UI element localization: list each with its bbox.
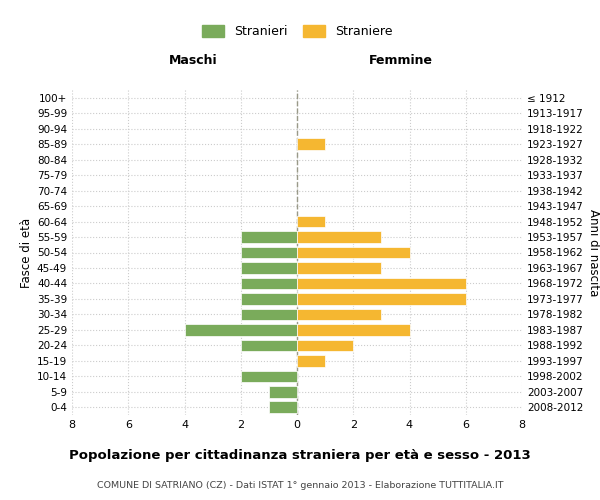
Bar bbox=[297, 278, 466, 289]
Bar bbox=[297, 293, 466, 304]
Bar bbox=[241, 370, 297, 382]
Bar bbox=[297, 262, 382, 274]
Bar bbox=[241, 293, 297, 304]
Text: Popolazione per cittadinanza straniera per età e sesso - 2013: Popolazione per cittadinanza straniera p… bbox=[69, 448, 531, 462]
Bar bbox=[241, 340, 297, 351]
Bar bbox=[297, 308, 382, 320]
Bar bbox=[297, 340, 353, 351]
Bar bbox=[241, 262, 297, 274]
Bar bbox=[241, 246, 297, 258]
Bar bbox=[269, 402, 297, 413]
Bar bbox=[297, 231, 382, 243]
Bar bbox=[297, 138, 325, 150]
Text: Femmine: Femmine bbox=[368, 54, 433, 67]
Y-axis label: Fasce di età: Fasce di età bbox=[20, 218, 33, 288]
Bar bbox=[269, 386, 297, 398]
Bar bbox=[241, 278, 297, 289]
Bar bbox=[241, 308, 297, 320]
Legend: Stranieri, Straniere: Stranieri, Straniere bbox=[202, 24, 392, 38]
Bar bbox=[297, 216, 325, 228]
Bar bbox=[297, 355, 325, 366]
Text: Maschi: Maschi bbox=[169, 54, 218, 67]
Bar bbox=[297, 246, 409, 258]
Text: COMUNE DI SATRIANO (CZ) - Dati ISTAT 1° gennaio 2013 - Elaborazione TUTTITALIA.I: COMUNE DI SATRIANO (CZ) - Dati ISTAT 1° … bbox=[97, 480, 503, 490]
Y-axis label: Anni di nascita: Anni di nascita bbox=[587, 209, 600, 296]
Bar bbox=[241, 231, 297, 243]
Bar bbox=[297, 324, 409, 336]
Bar bbox=[185, 324, 297, 336]
